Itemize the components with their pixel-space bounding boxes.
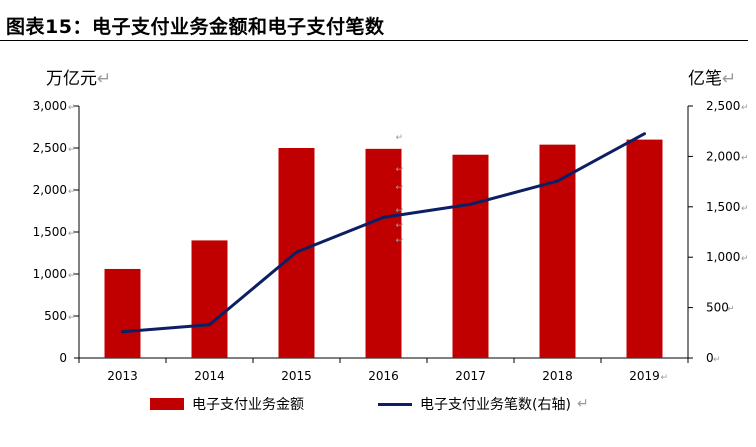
x-tick-label: 2018 xyxy=(542,369,573,383)
legend-line-label: 电子支付业务笔数(右轴) xyxy=(420,397,571,413)
return-mark-icon: ↵ xyxy=(741,153,749,163)
return-mark-icon: ↵ xyxy=(68,271,76,281)
return-mark-icon: ↵ xyxy=(68,187,76,197)
line-point xyxy=(469,202,472,206)
return-mark-icon: ↵ xyxy=(68,103,76,113)
right-tick-label: 1,000 xyxy=(706,250,740,264)
line-point xyxy=(295,250,298,254)
return-mark-icon: ↵ xyxy=(727,305,735,315)
left-tick-label: 0 xyxy=(59,351,67,365)
legend-line-swatch xyxy=(378,402,412,406)
bar-mark xyxy=(626,139,663,358)
line-point xyxy=(556,179,559,183)
return-mark-icon: ↵ xyxy=(396,133,404,143)
right-tick-label: 500 xyxy=(706,301,729,315)
left-tick-label: 1,000 xyxy=(33,267,67,281)
bar-mark xyxy=(452,154,489,358)
return-mark-icon: ↵ xyxy=(576,396,589,412)
right-tick-label: 0 xyxy=(706,351,714,365)
return-mark-icon: ↵ xyxy=(741,254,749,264)
return-mark-icon: ↵ xyxy=(68,313,76,323)
legend-bar-label: 电子支付业务金额 xyxy=(192,397,304,413)
left-axis-unit: 万亿元 xyxy=(46,69,97,89)
x-tick-label: 2016 xyxy=(368,369,399,383)
left-tick-label: 2,500 xyxy=(33,141,67,155)
line-point xyxy=(121,330,124,334)
left-tick-label: 3,000 xyxy=(33,99,67,113)
return-mark-icon: ↵ xyxy=(713,355,721,365)
title-rule xyxy=(0,40,748,41)
x-tick-label: 2017 xyxy=(455,369,486,383)
left-tick-label: 2,000 xyxy=(33,183,67,197)
left-tick-label: 500 xyxy=(44,309,67,323)
legend-bar-swatch xyxy=(150,398,184,410)
line-point xyxy=(208,323,211,327)
right-tick-label: 2,000 xyxy=(706,149,740,163)
bar-mark xyxy=(104,268,141,358)
x-tick-label: 2019 xyxy=(629,369,660,383)
return-mark-icon: ↩ xyxy=(396,206,404,216)
return-mark-icon: ↩ xyxy=(396,165,404,175)
left-tick-label: 1,500 xyxy=(33,225,67,239)
return-mark-icon: ↵ xyxy=(68,145,76,155)
return-mark-icon: ↵ xyxy=(661,373,669,383)
return-mark-icon: ↵ xyxy=(741,103,749,113)
bar-mark xyxy=(539,144,576,358)
return-mark-icon: ↩ xyxy=(396,236,404,246)
right-tick-label: 2,500 xyxy=(706,99,740,113)
x-tick-label: 2014 xyxy=(194,369,225,383)
x-tick-label: 2013 xyxy=(107,369,138,383)
right-axis-unit-wrap: 亿笔↵ xyxy=(688,64,736,89)
legend-item-line: 电子支付业务笔数(右轴) ↵ xyxy=(378,394,589,414)
x-tick-label: 2015 xyxy=(281,369,312,383)
return-mark-icon: ↵ xyxy=(68,229,76,239)
return-mark-icon: ↵ xyxy=(741,204,749,214)
return-mark-icon: ↩ xyxy=(396,221,404,231)
line-point xyxy=(643,132,646,136)
right-tick-label: 1,500 xyxy=(706,200,740,214)
left-axis-unit-wrap: 万亿元↵ xyxy=(46,64,111,89)
figure-title: 图表15：电子支付业务金额和电子支付笔数 xyxy=(6,16,385,38)
line-point xyxy=(382,215,385,219)
return-mark-icon: ↩ xyxy=(396,183,404,193)
legend: 电子支付业务金额 电子支付业务笔数(右轴) ↵ xyxy=(0,392,756,418)
right-axis-unit: 亿笔 xyxy=(688,69,722,89)
legend-item-bar: 电子支付业务金额 xyxy=(150,394,304,414)
return-mark-icon: ↵ xyxy=(722,69,737,89)
return-mark-icon: ↵ xyxy=(97,69,112,89)
bar-mark xyxy=(191,240,228,358)
bar-mark xyxy=(365,148,402,358)
